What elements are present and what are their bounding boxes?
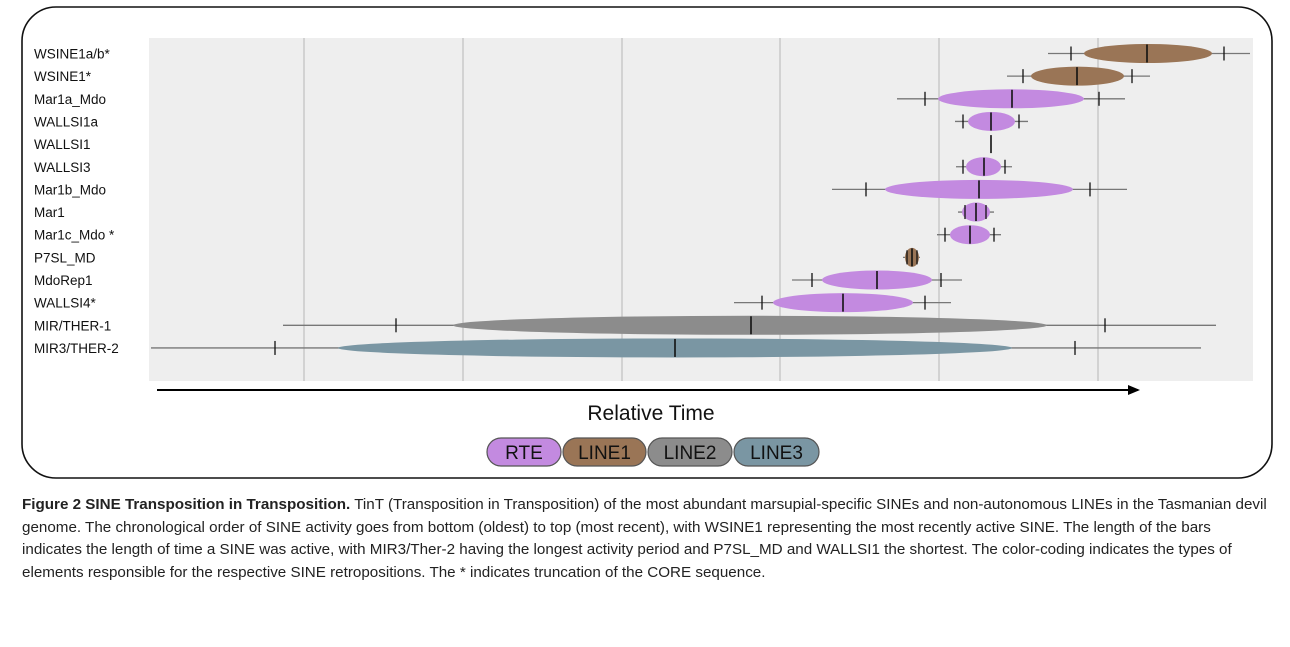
row-mar1b-mdo [832,179,1127,199]
legend-item-rte: RTE [486,437,562,467]
legend-label: LINE1 [578,443,631,464]
legend: RTE LINE1 LINE2 LINE3 [486,437,820,467]
legend-swatch [562,437,647,467]
legend-item-line1: LINE1 [562,437,647,467]
legend-swatch [486,437,562,467]
legend-swatch [733,437,820,467]
legend-label: RTE [505,443,543,464]
row-wallsi3 [956,157,1012,177]
row-label-wallsi3: WALLSI3 [34,160,91,175]
activity-bar [1084,44,1212,63]
row-p7sl-md [903,247,920,267]
row-mir-ther-1 [283,315,1216,335]
row-mir3-ther-2 [151,338,1201,358]
row-label-mar1a-mdo: Mar1a_Mdo [34,92,106,107]
row-label-p7sl-md: P7SL_MD [34,250,96,265]
caption-title: Figure 2 SINE Transposition in Transposi… [22,496,351,513]
row-label-mdorep1: MdoRep1 [34,273,93,288]
row-label-wallsi4: WALLSI4* [34,296,97,311]
row-wsine1a-b [1048,44,1250,63]
legend-swatch [647,437,733,467]
row-label-wsine1a-b: WSINE1a/b* [34,47,111,62]
legend-label: LINE2 [664,443,717,464]
row-label-wallsi1: WALLSI1 [34,137,91,152]
row-mdorep1 [792,270,962,290]
row-label-wsine1: WSINE1* [34,69,92,84]
row-wallsi1a [955,111,1028,131]
row-label-mir3-ther-2: MIR3/THER-2 [34,341,119,356]
row-label-mar1: Mar1 [34,205,65,220]
activity-bar [938,89,1084,109]
legend-item-line2: LINE2 [647,437,733,467]
activity-bar [453,315,1047,335]
row-label-mir-ther-1: MIR/THER-1 [34,318,111,333]
row-label-wallsi1a: WALLSI1a [34,114,99,129]
row-wallsi4 [734,293,951,313]
tint-chart: WSINE1a/b* WSINE1* Mar1a_Mdo WALLSI1a WALLSI… [21,6,1273,479]
activity-rows [151,44,1250,358]
figure-caption: Figure 2 SINE Transposition in Transposi… [22,494,1272,584]
caption-body: TinT (Transposition in Transposition) of… [22,496,1267,581]
row-mar1c-mdo [937,225,1001,245]
row-labels: WSINE1a/b* WSINE1* Mar1a_Mdo WALLSI1a WALLSI… [34,47,119,356]
legend-item-line3: LINE3 [733,437,820,467]
row-mar1a-mdo [897,89,1125,109]
row-label-mar1b-mdo: Mar1b_Mdo [34,182,106,197]
legend-label: LINE3 [750,443,803,464]
row-label-mar1c-mdo: Mar1c_Mdo * [34,228,115,243]
row-wsine1 [1007,66,1150,86]
x-axis-label: Relative Time [587,402,714,425]
row-mar1 [958,202,994,222]
